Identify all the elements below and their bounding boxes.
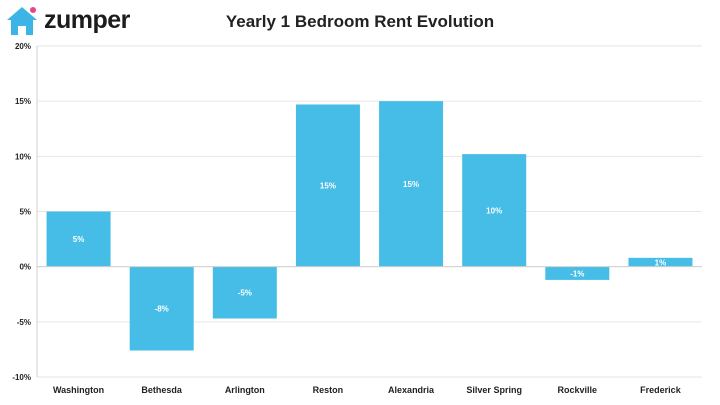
bars: 5% -8% -5% 15% 15% 10% -1% 1% bbox=[46, 101, 693, 351]
bar bbox=[212, 266, 277, 319]
y-axis-ticks: 20% 15% 10% 5% 0% -5% -10% bbox=[12, 42, 31, 382]
bar bbox=[295, 104, 360, 267]
data-label: 5% bbox=[73, 235, 85, 244]
x-tick-label: Bethesda bbox=[141, 385, 183, 395]
x-tick-label: Arlington bbox=[225, 385, 265, 395]
zumper-logo[interactable]: zumper bbox=[4, 4, 134, 38]
data-label: -8% bbox=[155, 305, 169, 314]
chart-title-text: Yearly 1 Bedroom Rent Evolution bbox=[225, 12, 495, 31]
data-label: 10% bbox=[486, 206, 502, 215]
data-label: 15% bbox=[320, 182, 336, 191]
y-tick-label: 15% bbox=[15, 97, 31, 106]
y-tick-label: -5% bbox=[17, 318, 31, 327]
x-tick-label: Alexandria bbox=[388, 385, 435, 395]
y-tick-label: 5% bbox=[19, 208, 31, 217]
bar bbox=[628, 257, 693, 267]
data-label: -5% bbox=[238, 289, 252, 298]
bar bbox=[129, 266, 194, 351]
x-tick-label: Reston bbox=[313, 385, 344, 395]
y-tick-label: -10% bbox=[12, 373, 31, 382]
x-tick-label: Washington bbox=[53, 385, 104, 395]
x-tick-label: Frederick bbox=[640, 385, 682, 395]
chart-title: Yearly 1 Bedroom Rent Evolution bbox=[0, 12, 720, 32]
data-label: 15% bbox=[403, 180, 419, 189]
house-icon bbox=[7, 7, 37, 35]
bar bbox=[462, 154, 527, 267]
bar bbox=[379, 101, 444, 267]
x-axis-labels: Washington Bethesda Arlington Reston Alexand… bbox=[53, 385, 682, 395]
y-tick-label: 0% bbox=[19, 263, 31, 272]
bar bbox=[46, 211, 111, 267]
accent-dot-icon bbox=[30, 7, 36, 13]
bar bbox=[545, 266, 610, 280]
y-tick-label: 20% bbox=[15, 42, 31, 51]
data-label: 1% bbox=[655, 258, 667, 267]
y-tick-label: 10% bbox=[15, 152, 31, 161]
x-tick-label: Silver Spring bbox=[466, 385, 522, 395]
x-tick-label: Rockville bbox=[558, 385, 598, 395]
data-label: -1% bbox=[570, 269, 584, 278]
brand-name: zumper bbox=[44, 6, 130, 34]
